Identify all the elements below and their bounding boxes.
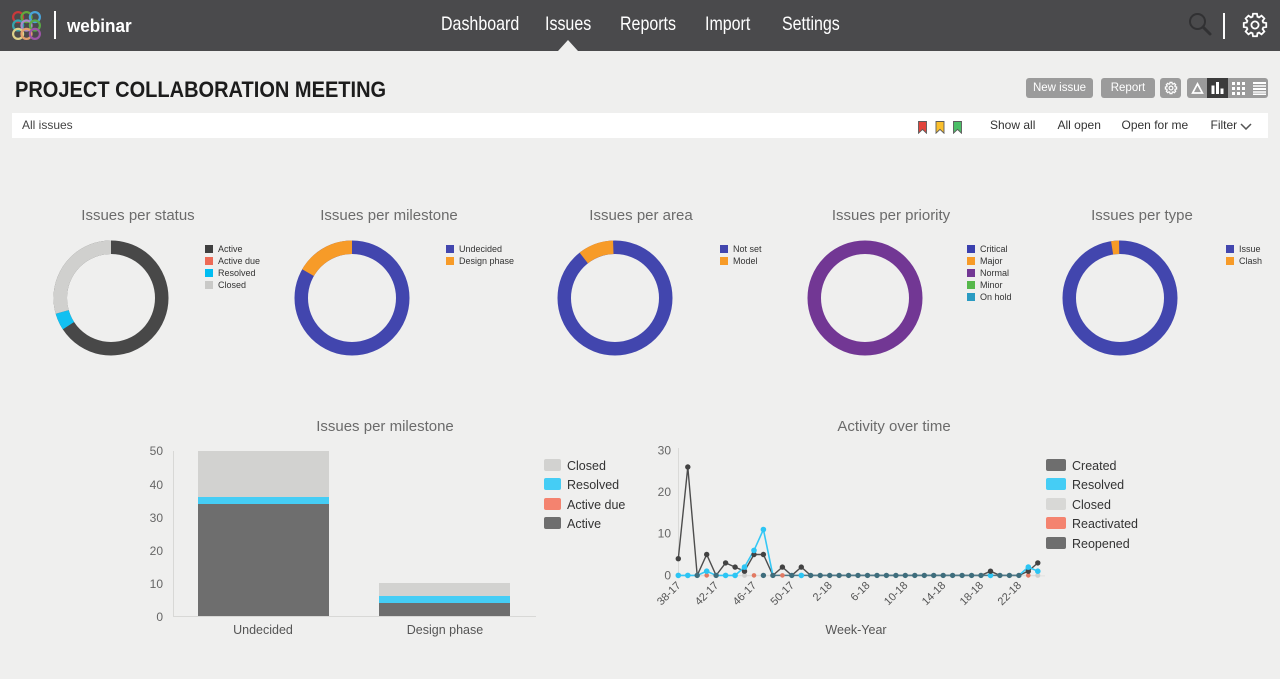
- svg-text:20: 20: [658, 485, 672, 499]
- svg-text:0: 0: [664, 568, 671, 582]
- svg-text:46-17: 46-17: [731, 580, 759, 608]
- svg-text:14-18: 14-18: [920, 580, 948, 608]
- svg-text:22-18: 22-18: [996, 580, 1024, 608]
- svg-text:18-18: 18-18: [958, 580, 986, 608]
- svg-text:2-18: 2-18: [811, 580, 835, 604]
- svg-text:30: 30: [658, 443, 672, 457]
- svg-text:6-18: 6-18: [849, 580, 873, 604]
- svg-text:42-17: 42-17: [693, 580, 721, 608]
- svg-text:50-17: 50-17: [769, 580, 797, 608]
- svg-text:10: 10: [658, 527, 672, 541]
- svg-text:10-18: 10-18: [882, 580, 910, 608]
- svg-text:38-17: 38-17: [655, 580, 683, 608]
